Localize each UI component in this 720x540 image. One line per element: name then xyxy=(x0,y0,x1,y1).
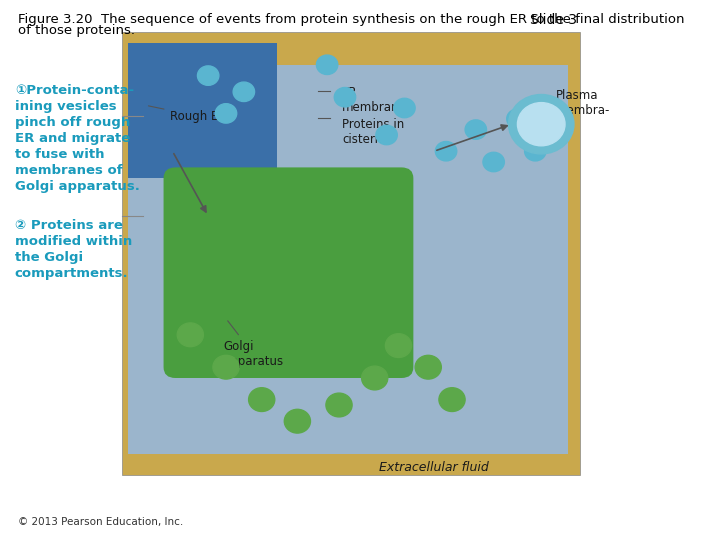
Circle shape xyxy=(233,82,255,102)
Text: Extracellular fluid: Extracellular fluid xyxy=(379,461,489,474)
Circle shape xyxy=(376,125,397,145)
Text: Slide 3: Slide 3 xyxy=(530,14,577,28)
Circle shape xyxy=(385,334,412,357)
FancyBboxPatch shape xyxy=(122,32,580,475)
Circle shape xyxy=(248,388,275,411)
Text: of those proteins.: of those proteins. xyxy=(18,24,135,37)
Circle shape xyxy=(213,355,239,379)
Circle shape xyxy=(507,109,528,129)
Text: Rough ER: Rough ER xyxy=(148,106,226,123)
Circle shape xyxy=(439,388,465,411)
Circle shape xyxy=(394,98,415,118)
Circle shape xyxy=(326,393,352,417)
FancyBboxPatch shape xyxy=(128,65,568,454)
Text: ER
membrane: ER membrane xyxy=(342,86,407,114)
Text: © 2013 Pearson Education, Inc.: © 2013 Pearson Education, Inc. xyxy=(18,516,183,526)
Circle shape xyxy=(316,55,338,75)
Circle shape xyxy=(177,323,204,347)
Circle shape xyxy=(465,120,487,139)
Circle shape xyxy=(284,409,310,433)
Text: ② Proteins are
modified within
the Golgi
compartments.: ② Proteins are modified within the Golgi… xyxy=(15,219,132,280)
FancyBboxPatch shape xyxy=(128,43,276,178)
Circle shape xyxy=(483,152,504,172)
Circle shape xyxy=(415,355,441,379)
Circle shape xyxy=(334,87,356,107)
FancyBboxPatch shape xyxy=(163,167,413,378)
Circle shape xyxy=(361,366,388,390)
Circle shape xyxy=(518,103,565,146)
Text: Figure 3.20  The sequence of events from protein synthesis on the rough ER to th: Figure 3.20 The sequence of events from … xyxy=(18,14,684,26)
Circle shape xyxy=(197,66,219,85)
Circle shape xyxy=(525,141,546,161)
Text: Proteins in
cisterns: Proteins in cisterns xyxy=(342,118,404,146)
Text: Golgi
apparatus: Golgi apparatus xyxy=(223,321,283,368)
Text: ①Protein-conta-
ining vesicles
pinch off rough
ER and migrate
to fuse with
membr: ①Protein-conta- ining vesicles pinch off… xyxy=(15,84,140,193)
Circle shape xyxy=(215,104,237,123)
Text: Plasma
membra-
ne: Plasma membra- ne xyxy=(556,89,611,132)
Circle shape xyxy=(508,94,574,154)
Circle shape xyxy=(436,141,456,161)
